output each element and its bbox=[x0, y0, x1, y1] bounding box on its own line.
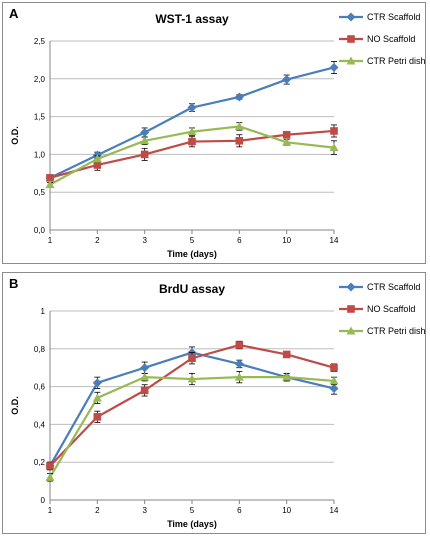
data-point bbox=[234, 121, 244, 130]
data-point bbox=[235, 136, 244, 145]
legend-label: CTR Petri dish bbox=[367, 56, 425, 66]
legend-marker bbox=[346, 56, 356, 65]
data-point bbox=[140, 127, 150, 137]
y-tick-label: 1 bbox=[41, 307, 46, 316]
x-tick-label: 1 bbox=[48, 506, 53, 515]
series-no-scaffold bbox=[46, 340, 338, 471]
x-tick-label: 1 bbox=[48, 236, 53, 245]
data-point bbox=[93, 413, 102, 421]
data-point bbox=[282, 350, 291, 359]
data-point bbox=[92, 393, 102, 402]
legend-label: NO Scaffold bbox=[367, 304, 415, 314]
x-tick-label: 2 bbox=[95, 236, 100, 245]
data-point bbox=[329, 62, 339, 72]
legend-label: NO Scaffold bbox=[367, 34, 415, 44]
legend-marker bbox=[347, 35, 355, 43]
data-point bbox=[46, 174, 54, 182]
series-ctr-petri-dish bbox=[45, 121, 339, 189]
data-point bbox=[93, 161, 102, 169]
data-point bbox=[329, 383, 339, 393]
x-tick-label: 6 bbox=[237, 506, 242, 515]
y-tick-label: 0,5 bbox=[34, 188, 46, 197]
y-tick-label: 1,5 bbox=[34, 113, 46, 122]
y-tick-label: 1,0 bbox=[34, 150, 46, 159]
series-ctr-scaffold bbox=[45, 346, 339, 471]
legend-marker bbox=[346, 12, 356, 22]
x-tick-label: 14 bbox=[330, 236, 339, 245]
legend-label: CTR Scaffold bbox=[367, 12, 420, 22]
data-point bbox=[234, 372, 244, 381]
data-point bbox=[140, 150, 149, 159]
y-tick-label: 0,6 bbox=[34, 383, 46, 392]
data-point bbox=[330, 127, 338, 135]
y-tick-label: 0 bbox=[41, 496, 46, 505]
wst1-chart-panel: A WST-1 assay 0,0 0,5 1,0 1,5 2,0 2,5 1 2 3 5 6 10 14 T… bbox=[2, 2, 426, 264]
data-point bbox=[140, 372, 150, 381]
data-point bbox=[140, 386, 149, 395]
x-axis-title: Time (days) bbox=[167, 519, 217, 529]
data-point bbox=[329, 143, 339, 152]
legend-marker bbox=[346, 326, 356, 335]
x-axis-title: Time (days) bbox=[167, 249, 217, 259]
data-point bbox=[235, 341, 244, 349]
data-point bbox=[282, 137, 292, 146]
legend-marker bbox=[346, 282, 356, 292]
wst1-chart: A WST-1 assay 0,0 0,5 1,0 1,5 2,0 2,5 1 2 3 5 6 10 14 T… bbox=[9, 6, 425, 259]
data-point bbox=[92, 378, 102, 388]
data-point bbox=[140, 363, 150, 373]
data-point bbox=[282, 372, 292, 381]
legend-marker bbox=[347, 305, 355, 313]
data-point bbox=[234, 92, 244, 102]
data-point bbox=[188, 354, 196, 363]
y-tick-label: 0,4 bbox=[34, 420, 46, 429]
data-point bbox=[330, 363, 338, 372]
data-point bbox=[329, 376, 339, 385]
data-point bbox=[46, 462, 54, 470]
data-point bbox=[140, 136, 150, 145]
data-point bbox=[187, 374, 197, 383]
data-point bbox=[187, 127, 197, 136]
series-no-scaffold bbox=[46, 124, 338, 182]
data-point bbox=[92, 154, 102, 163]
data-point bbox=[45, 472, 55, 481]
y-tick-label: 0,0 bbox=[34, 226, 46, 235]
y-axis-title: O.D. bbox=[10, 126, 20, 145]
legend-label: CTR Petri dish bbox=[367, 326, 425, 336]
chart-title: WST-1 assay bbox=[155, 12, 229, 26]
legend-label: CTR Scaffold bbox=[367, 282, 420, 292]
data-point bbox=[45, 180, 55, 189]
x-tick-label: 2 bbox=[95, 506, 100, 515]
x-tick-label: 10 bbox=[282, 506, 291, 515]
panel-label: B bbox=[9, 276, 18, 291]
data-point bbox=[234, 359, 244, 369]
panel-label: A bbox=[9, 6, 19, 21]
x-tick-label: 5 bbox=[190, 236, 195, 245]
data-point bbox=[282, 130, 291, 139]
series-line bbox=[49, 351, 335, 467]
y-tick-label: 2,0 bbox=[34, 75, 46, 84]
data-point bbox=[282, 75, 292, 85]
x-tick-label: 14 bbox=[330, 506, 339, 515]
y-tick-label: 0,2 bbox=[34, 458, 46, 467]
x-tick-label: 10 bbox=[282, 236, 291, 245]
chart-title: BrdU assay bbox=[159, 282, 225, 296]
x-tick-label: 6 bbox=[237, 236, 242, 245]
brdu-chart-panel: B BrdU assay 0 0,2 0,4 0,6 0,8 1 1 2 3 5 6 10 14 Time (… bbox=[2, 272, 426, 534]
x-tick-label: 3 bbox=[142, 506, 147, 515]
x-tick-label: 3 bbox=[142, 236, 147, 245]
data-point bbox=[187, 103, 197, 113]
data-point bbox=[188, 137, 196, 146]
y-axis-title: O.D. bbox=[10, 396, 20, 415]
y-tick-label: 2,5 bbox=[34, 37, 46, 46]
series-ctr-petri-dish bbox=[45, 371, 339, 482]
y-tick-label: 0,8 bbox=[34, 345, 46, 354]
x-tick-label: 5 bbox=[190, 506, 195, 515]
brdu-chart: B BrdU assay 0 0,2 0,4 0,6 0,8 1 1 2 3 5 6 10 14 Time (… bbox=[9, 276, 425, 529]
